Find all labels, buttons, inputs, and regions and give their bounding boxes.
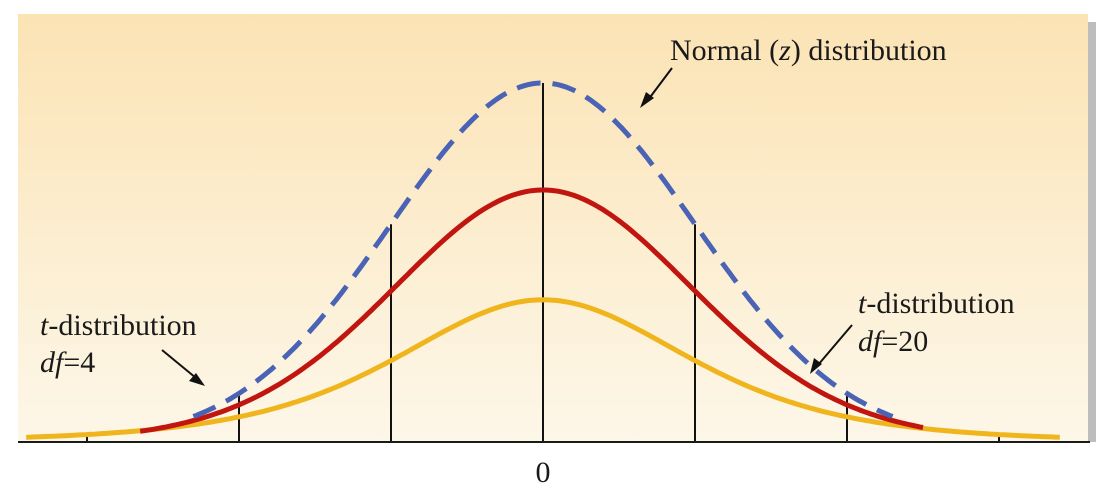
t-df20-curve xyxy=(139,187,924,434)
plot-background xyxy=(18,14,1088,442)
annotation-t-distribution-df20-line2: df=20 xyxy=(858,325,928,358)
arrow-normal-distribution xyxy=(640,67,673,108)
annotation-normal-distribution: Normal (z) distribution xyxy=(670,34,947,67)
distribution-curves xyxy=(26,80,1060,440)
x-tick-label-zero: 0 xyxy=(536,456,551,489)
arrow-t-distribution-df20 xyxy=(810,324,853,374)
annotation-t-distribution-df4-line2: df=4 xyxy=(40,346,95,379)
annotation-t-distribution-df20-line1: t-distribution xyxy=(858,287,1015,320)
arrow-t-distribution-df4 xyxy=(161,349,205,386)
t-df4-curve xyxy=(26,297,1060,440)
normal-z-curve xyxy=(192,80,894,419)
annotation-t-distribution-df4-line1: t-distribution xyxy=(40,309,197,342)
